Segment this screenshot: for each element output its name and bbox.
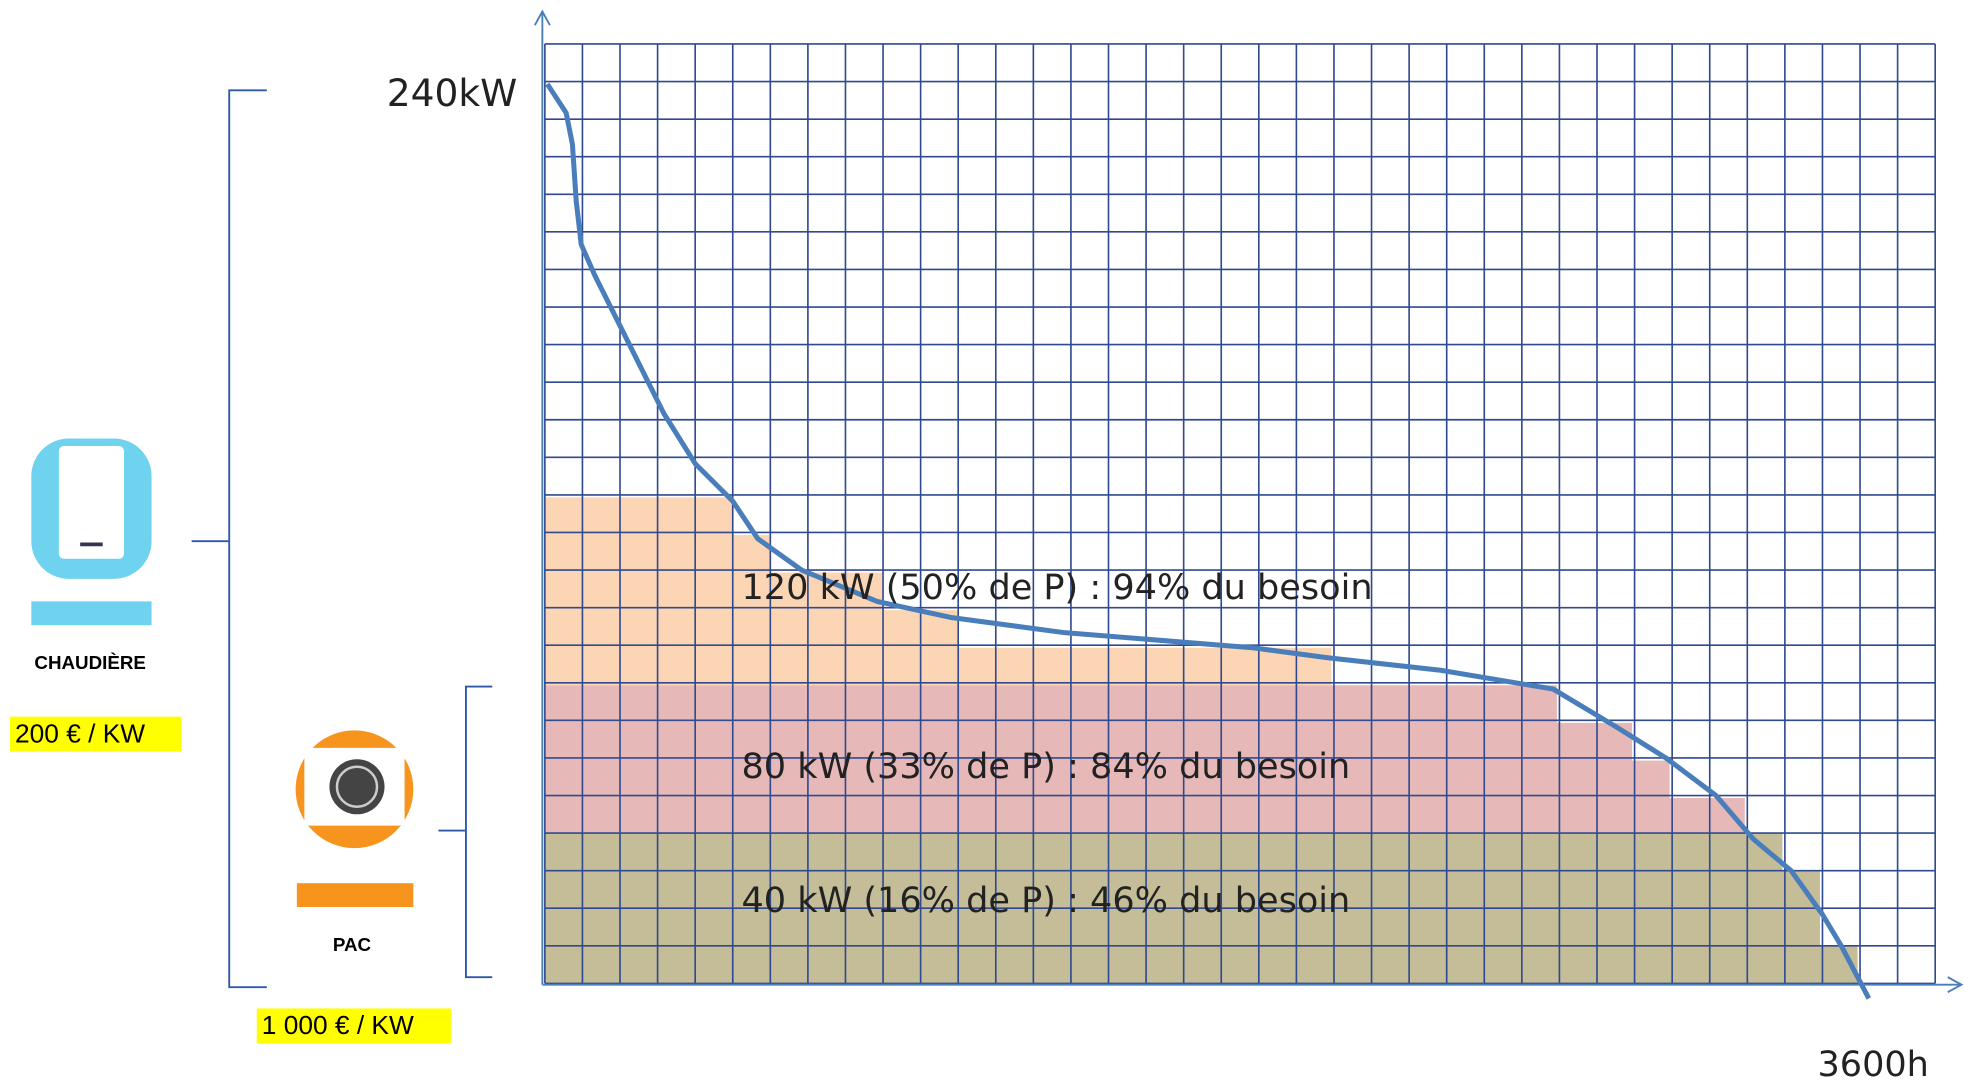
boiler-price: 200 € / KW: [15, 718, 145, 748]
heat-pump-price: 1 000 € / KW: [262, 1010, 414, 1040]
annotation: 40 kW (16% de P) : 46% du besoin: [742, 880, 1351, 921]
highlight: [256, 1008, 451, 1044]
heat-pump-icon: [295, 730, 414, 907]
grid: [544, 43, 1937, 985]
y-max-label: 240kW: [387, 71, 518, 115]
x-max-label: 3600h: [1817, 1044, 1928, 1085]
area-120kw: [544, 497, 1332, 686]
annotation: 120 kW (50% de P) : 94% du besoin: [742, 567, 1373, 608]
highlight: [10, 716, 182, 752]
axes: [534, 9, 1964, 993]
boiler-name: CHAUDIÈRE: [34, 652, 146, 673]
annotation: 80 kW (33% de P) : 84% du besoin: [742, 746, 1351, 787]
brackets: [191, 89, 493, 989]
heat-pump-name: PAC: [333, 934, 372, 955]
boiler-icon: [31, 438, 152, 626]
load-curve: [545, 82, 1872, 1000]
